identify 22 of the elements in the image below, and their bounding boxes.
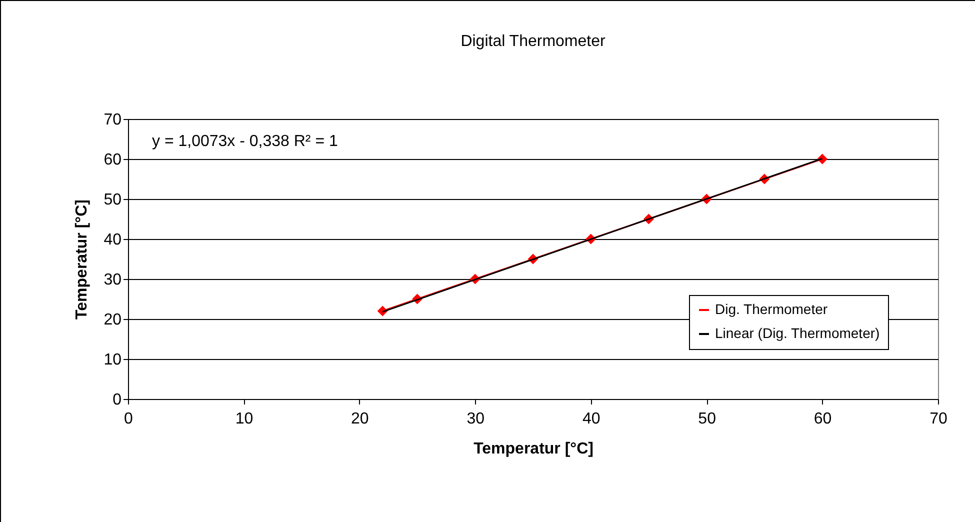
x-tick-label: 20 bbox=[351, 410, 369, 428]
y-tick-label: 50 bbox=[104, 192, 122, 208]
legend-label: Linear (Dig. Thermometer) bbox=[715, 325, 880, 341]
y-tick-label: 0 bbox=[112, 392, 122, 408]
y-tick-label: 30 bbox=[104, 272, 122, 288]
chart-title: Digital Thermometer bbox=[460, 33, 606, 50]
y-axis-title: Temperatur [°C] bbox=[74, 200, 91, 320]
x-axis-title: Temperatur [°C] bbox=[474, 440, 594, 458]
legend-label: Dig. Thermometer bbox=[715, 301, 828, 317]
y-tick-label: 10 bbox=[104, 352, 122, 368]
x-tick-label: 10 bbox=[235, 410, 254, 428]
x-tick-label: 30 bbox=[466, 410, 485, 428]
x-tick-label: 60 bbox=[814, 410, 832, 428]
x-tick-label: 0 bbox=[124, 410, 134, 428]
y-tick-label: 20 bbox=[104, 312, 122, 328]
x-tick-label: 50 bbox=[698, 410, 716, 428]
annotation: y = 1,0073x - 0,338 R² = 1 bbox=[152, 133, 338, 150]
x-tick-label: 40 bbox=[582, 410, 600, 428]
y-tick-label: 40 bbox=[104, 232, 122, 248]
y-tick-label: 60 bbox=[104, 152, 122, 168]
x-tick-label: 70 bbox=[930, 410, 948, 428]
y-tick-label: 70 bbox=[104, 112, 122, 128]
